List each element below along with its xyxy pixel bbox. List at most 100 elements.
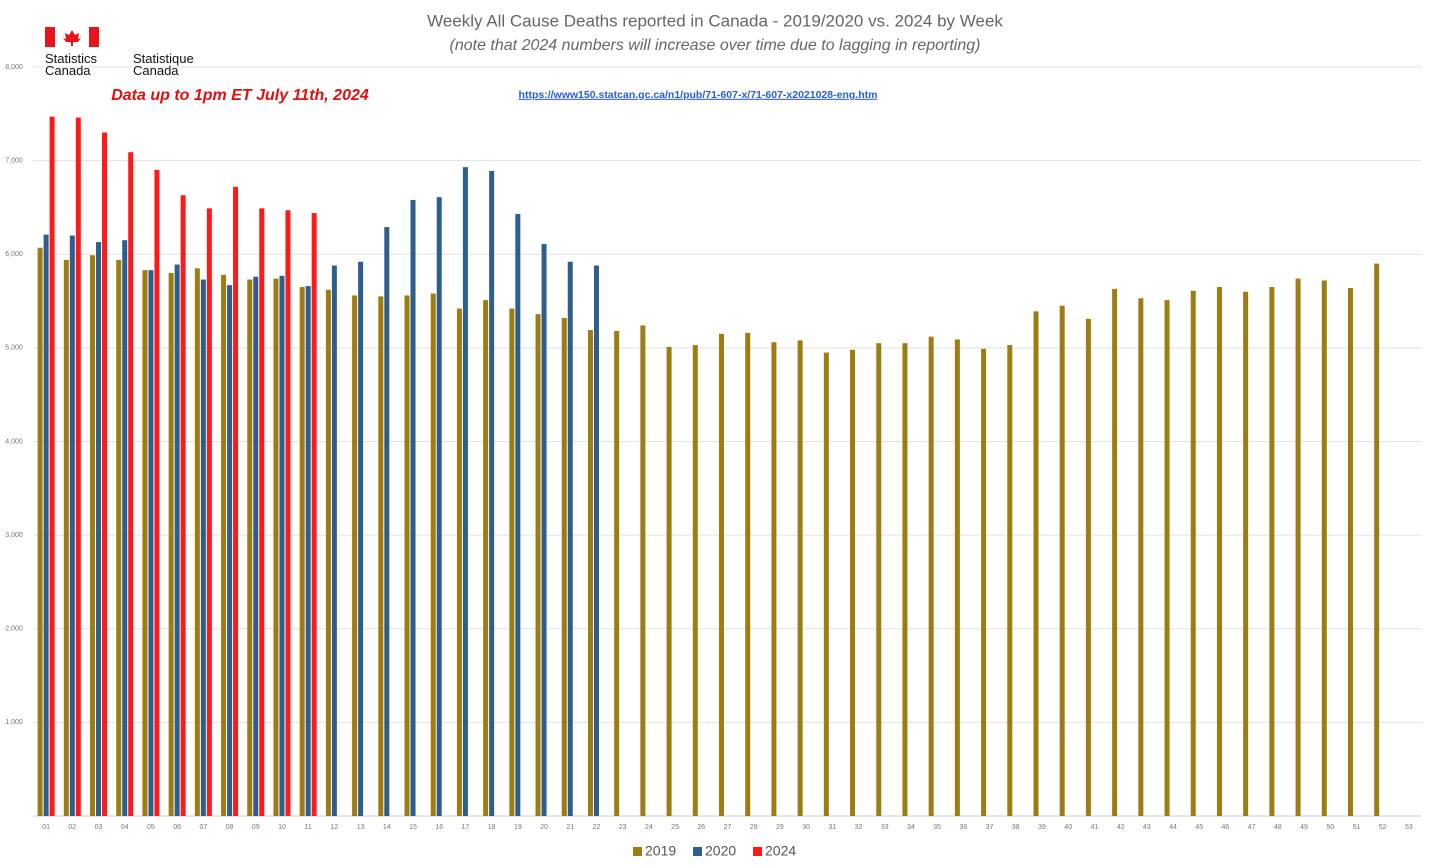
x-tick-label: 49 [1300, 824, 1308, 831]
bar [154, 169, 160, 817]
bar [96, 242, 102, 817]
bar [1190, 290, 1196, 816]
legend-label: 2019 [645, 843, 676, 859]
bar [37, 247, 43, 817]
bar [509, 308, 515, 816]
bar [227, 285, 233, 816]
bar [69, 235, 75, 816]
bar [561, 317, 567, 816]
x-tick-label: 20 [540, 824, 548, 831]
x-tick-label: 40 [1064, 824, 1072, 831]
bar [797, 340, 803, 816]
bar [1374, 263, 1380, 816]
legend-swatch [753, 847, 762, 856]
x-tick-label: 30 [802, 824, 810, 831]
plot-area: 1,000 2,000 3,000 4,000 5,000 6,000 7,000 8,000… [5, 64, 1422, 859]
x-tick-label: 48 [1274, 824, 1282, 831]
bar [666, 346, 672, 816]
y-tick-label: 7,000 [5, 157, 23, 164]
bar [168, 272, 174, 817]
bar [1321, 280, 1327, 817]
x-tick-label: 10 [278, 824, 286, 831]
y-tick-label: 6,000 [5, 251, 23, 258]
bar [1007, 345, 1013, 816]
bar [200, 279, 206, 816]
y-tick-label: 2,000 [5, 626, 23, 633]
x-tick-label: 29 [776, 824, 784, 831]
bar [148, 270, 154, 816]
bar [462, 167, 468, 816]
chart-subtitle: (note that 2024 numbers will increase ov… [450, 37, 981, 54]
bar [116, 259, 122, 816]
x-tick-label: 11 [305, 824, 312, 831]
x-tick-label: 23 [619, 824, 627, 831]
bar [614, 331, 620, 816]
bar [194, 268, 200, 816]
x-tick-label: 24 [645, 824, 653, 831]
x-tick-label: 07 [199, 824, 207, 831]
source-link[interactable]: https://www150.statcan.gc.ca/n1/pub/71-6… [519, 89, 878, 101]
bar [1059, 305, 1065, 816]
bar [902, 343, 908, 816]
bar [515, 213, 521, 816]
x-tick-label: 17 [462, 824, 470, 831]
bar [43, 234, 49, 816]
bar [567, 261, 573, 816]
bar [233, 186, 239, 817]
bar [1216, 287, 1222, 816]
x-tick-label: 15 [409, 824, 417, 831]
x-tick-label: 53 [1405, 824, 1413, 831]
x-tick-label: 08 [226, 824, 234, 831]
x-tick-label: 42 [1117, 824, 1125, 831]
bar [483, 300, 489, 817]
bar [1164, 300, 1170, 817]
bar [305, 286, 311, 816]
x-tick-label: 33 [881, 824, 889, 831]
bar [63, 259, 69, 816]
x-tick-label: 38 [1012, 824, 1020, 831]
bar [259, 208, 265, 816]
bar [823, 352, 829, 816]
x-tick-label: 04 [121, 824, 129, 831]
bar [1243, 291, 1249, 816]
x-tick-label: 18 [488, 824, 496, 831]
bar [221, 274, 227, 816]
y-tick-label: 1,000 [5, 719, 23, 726]
x-tick-label: 03 [95, 824, 103, 831]
x-tick-label: 43 [1143, 824, 1151, 831]
x-tick-label: 27 [724, 824, 732, 831]
bar [253, 276, 259, 817]
bar [247, 279, 253, 816]
bar [981, 348, 987, 816]
bar [279, 275, 285, 816]
bar [430, 293, 436, 816]
bar [384, 227, 390, 816]
bar [90, 255, 96, 816]
x-tick-label: 45 [1195, 824, 1203, 831]
legend-label: 2024 [765, 843, 796, 859]
x-tick-label: 46 [1222, 824, 1230, 831]
x-tick-label: 26 [697, 824, 705, 831]
bar [331, 265, 337, 816]
x-tick-label: 25 [671, 824, 679, 831]
bar [273, 278, 279, 816]
bar [142, 270, 148, 816]
bar [436, 197, 442, 817]
x-tick-label: 02 [68, 824, 76, 831]
bar [456, 308, 462, 816]
bar [1347, 287, 1353, 817]
bar [692, 345, 698, 816]
data-note: Data up to 1pm ET July 11th, 2024 [111, 87, 369, 104]
bar [180, 195, 186, 817]
bar [352, 295, 358, 816]
bar [174, 264, 180, 817]
x-tick-label: 13 [357, 824, 365, 831]
bar [719, 333, 724, 816]
x-tick-label: 19 [514, 824, 522, 831]
x-tick-label: 01 [42, 824, 50, 831]
x-tick-label: 52 [1379, 824, 1387, 831]
bar [771, 342, 777, 816]
x-tick-label: 31 [828, 824, 836, 831]
bar [206, 208, 212, 816]
